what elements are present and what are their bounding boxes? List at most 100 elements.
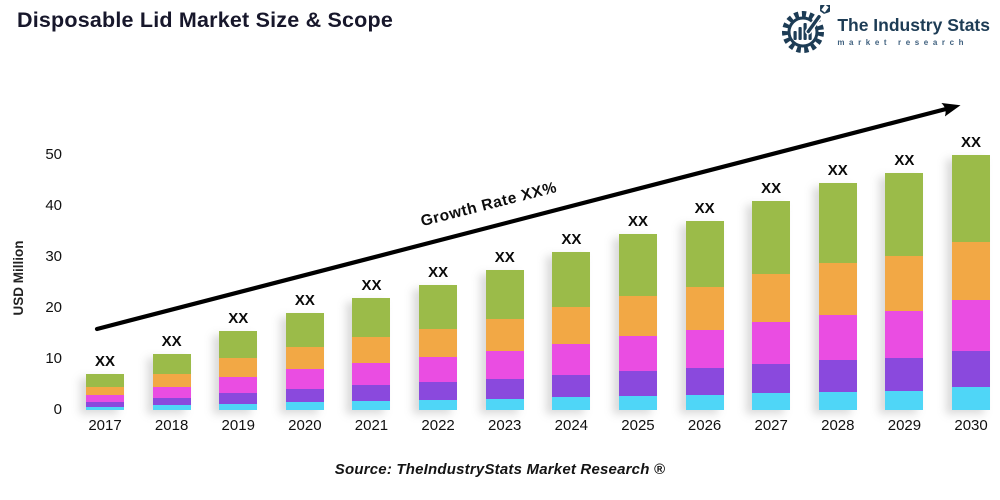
bar-2021-segment-green-top <box>352 297 391 337</box>
bar-2025-segment-orange <box>618 295 657 337</box>
y-tick-label: 50 <box>45 146 62 163</box>
bar-value-label-2029: XX <box>894 151 915 169</box>
brand-name: The Industry Stats <box>837 14 990 35</box>
y-tick-label: 30 <box>45 248 62 265</box>
page-title: Disposable Lid Market Size & Scope <box>17 8 393 32</box>
x-tick-label-2017: 2017 <box>88 417 122 434</box>
x-tick-label-2022: 2022 <box>421 417 455 434</box>
bar-2029-segment-purple <box>885 357 924 392</box>
bar-2019-segment-orange <box>219 358 258 377</box>
bar-2021-segment-purple <box>352 384 391 401</box>
bar-value-label-2023: XX <box>494 248 515 266</box>
bar-2019-segment-green-top <box>219 330 258 359</box>
bar-2025 <box>618 234 657 410</box>
brand-tagline: market research <box>837 38 969 48</box>
bar-2022-segment-purple <box>419 382 458 400</box>
bar-2028 <box>818 183 857 410</box>
bar-2024-segment-orange <box>552 307 591 344</box>
x-tick-label-2026: 2026 <box>687 417 722 434</box>
brand-logo: The Industry Stats market research <box>782 0 990 58</box>
bar-2020-segment-cyan-bottom <box>285 402 324 410</box>
bar-value-label-2022: XX <box>428 264 449 282</box>
bar-2027 <box>752 200 791 410</box>
bar-2028-segment-green-top <box>818 183 857 263</box>
x-tick-label-2023: 2023 <box>488 417 522 434</box>
x-tick-label-2030: 2030 <box>954 417 988 434</box>
bar-2021-segment-cyan-bottom <box>352 400 391 410</box>
bar-2017-segment-orange <box>86 386 124 395</box>
x-tick-label-2019: 2019 <box>221 417 255 434</box>
bar-2018 <box>152 353 191 410</box>
source-note: Source: TheIndustryStats Market Research… <box>334 461 666 478</box>
bar-2026-segment-purple <box>685 368 724 395</box>
bar-2023-segment-green-top <box>485 269 524 319</box>
y-tick-label: 20 <box>45 299 62 316</box>
bar-value-label-2028: XX <box>827 162 848 180</box>
bar-2026-segment-green-top <box>685 221 724 288</box>
bar-2020-segment-orange <box>285 346 324 370</box>
bar-2027-segment-cyan-bottom <box>752 393 791 410</box>
bar-2030-segment-cyan-bottom <box>952 387 991 410</box>
bar-2027-segment-green-top <box>752 200 791 275</box>
bar-2025-segment-magenta <box>618 336 657 372</box>
bar-2020-segment-magenta <box>285 369 324 389</box>
bar-2022-segment-cyan-bottom <box>419 399 458 410</box>
bar-2017-segment-purple <box>86 401 124 407</box>
bar-2030-segment-green-top <box>952 155 991 242</box>
bar-2029-segment-magenta <box>885 310 924 358</box>
bar-2018-segment-orange <box>152 373 191 387</box>
bar-2018-segment-purple <box>152 397 191 406</box>
bar-2028-segment-orange <box>818 262 857 315</box>
bar-2021 <box>352 297 391 410</box>
bar-2021-segment-orange <box>352 336 391 363</box>
bar-2022 <box>419 285 458 410</box>
bar-value-label-2026: XX <box>694 200 715 218</box>
x-tick-label-2020: 2020 <box>288 417 322 434</box>
bar-2028-segment-magenta <box>818 314 857 360</box>
bar-2025-segment-green-top <box>618 234 657 296</box>
bar-value-label-2018: XX <box>161 332 182 350</box>
bar-2023-segment-magenta <box>485 350 524 379</box>
x-tick-label-2027: 2027 <box>754 417 788 434</box>
y-tick-label: 10 <box>45 350 62 367</box>
bar-2019-segment-cyan-bottom <box>219 403 258 410</box>
bar-value-label-2030: XX <box>961 134 982 151</box>
bar-2025-segment-purple <box>618 371 657 396</box>
bar-value-label-2020: XX <box>294 292 315 310</box>
bar-value-label-2027: XX <box>761 179 782 197</box>
bar-2024-segment-purple <box>552 375 591 398</box>
bar-value-label-2017: XX <box>94 353 115 371</box>
bar-2021-segment-magenta <box>352 362 391 385</box>
x-tick-label-2024: 2024 <box>554 417 589 434</box>
bar-2020-segment-purple <box>285 388 324 403</box>
bar-2019-segment-purple <box>219 392 258 404</box>
bar-2028-segment-cyan-bottom <box>818 391 857 410</box>
bar-value-label-2024: XX <box>561 230 582 248</box>
bar-2029 <box>885 172 924 410</box>
bar-2029-segment-green-top <box>885 172 924 256</box>
y-axis-title: USD Million <box>11 240 26 316</box>
bar-2029-segment-cyan-bottom <box>885 391 924 410</box>
bar-2030 <box>952 155 991 410</box>
bar-2017-segment-green-top <box>86 374 124 387</box>
bar-2026 <box>685 221 724 410</box>
bar-2027-segment-orange <box>752 274 791 323</box>
bar-2024-segment-green-top <box>552 251 591 308</box>
bar-2022-segment-magenta <box>419 357 458 383</box>
bar-2023 <box>485 269 524 410</box>
bar-2030-segment-orange <box>952 241 991 301</box>
bar-2026-segment-orange <box>685 287 724 331</box>
bar-2026-segment-cyan-bottom <box>685 394 724 410</box>
x-tick-label-2028: 2028 <box>821 417 855 434</box>
bar-2018-segment-magenta <box>152 386 191 398</box>
bar-2020 <box>285 313 324 410</box>
bar-2026-segment-magenta <box>685 330 724 369</box>
bar-2023-segment-orange <box>485 318 524 351</box>
bar-value-label-2019: XX <box>228 309 249 327</box>
bar-2029-segment-orange <box>885 255 924 311</box>
x-tick-label-2021: 2021 <box>354 417 389 434</box>
x-tick-label-2029: 2029 <box>887 417 922 434</box>
bar-2025-segment-cyan-bottom <box>618 395 657 410</box>
bar-2027-segment-purple <box>752 364 791 394</box>
